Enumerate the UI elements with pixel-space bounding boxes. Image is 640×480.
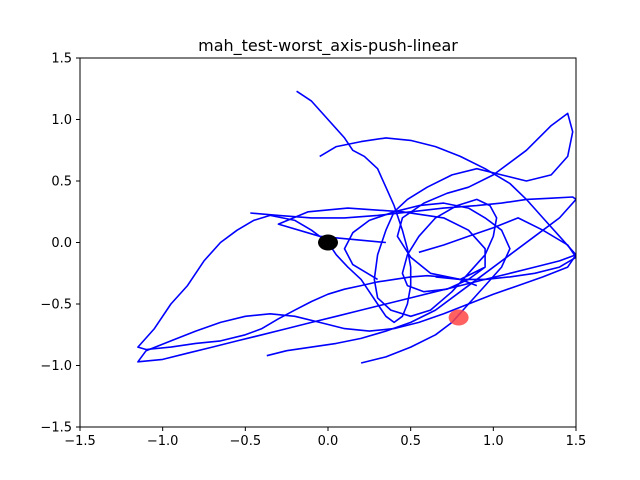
trajectory-line-5: [418, 217, 576, 281]
trajectory-line-6: [343, 202, 511, 364]
markers: [318, 234, 469, 326]
x-tick-label: −0.5: [230, 434, 262, 449]
trajectory-line-3: [137, 137, 576, 363]
y-tick-label: −0.5: [40, 298, 72, 313]
x-tick-label: −1.0: [147, 434, 179, 449]
y-tick-label: 0.0: [51, 236, 72, 251]
y-tick-label: −1.5: [40, 421, 72, 436]
y-tick-label: 1.5: [51, 52, 72, 67]
goal-marker: [448, 309, 469, 326]
x-tick-label: 0.5: [400, 434, 421, 449]
y-tick-label: −1.0: [40, 359, 72, 374]
x-axis-ticks: −1.5 −1.0 −0.5 0.0 0.5 1.0 1.5: [64, 427, 586, 449]
x-tick-label: 1.5: [566, 434, 587, 449]
x-tick-label: −1.5: [64, 434, 96, 449]
y-tick-label: 0.5: [51, 175, 72, 190]
x-tick-label: 0.0: [318, 434, 339, 449]
trajectory-line-1: [277, 112, 574, 318]
plot-area: [137, 90, 576, 364]
start-marker: [318, 234, 338, 251]
x-tick-label: 1.0: [483, 434, 504, 449]
trajectory-line-2: [137, 90, 478, 351]
chart-title: mah_test-worst_axis-push-linear: [198, 36, 458, 56]
y-axis-ticks: −1.5 −1.0 −0.5 0.0 0.5 1.0 1.5: [40, 52, 80, 436]
y-tick-label: 1.0: [51, 113, 72, 128]
